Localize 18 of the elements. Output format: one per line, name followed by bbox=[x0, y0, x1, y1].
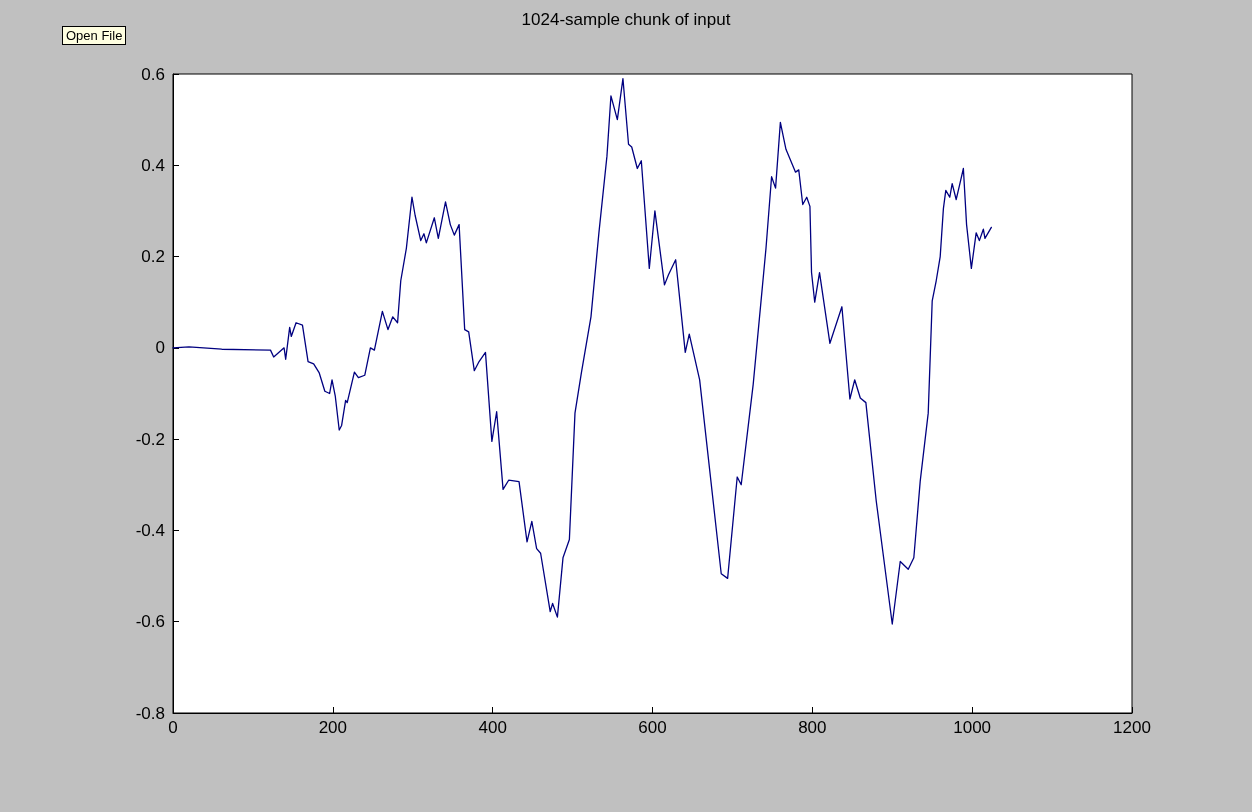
x-tick-label: 600 bbox=[638, 718, 667, 737]
x-tick-label: 0 bbox=[168, 718, 178, 737]
y-tick-label: 0.2 bbox=[141, 247, 165, 267]
x-tick-label: 1000 bbox=[953, 718, 992, 737]
y-tick-label: 0 bbox=[155, 338, 165, 358]
y-tick-label: -0.4 bbox=[135, 520, 165, 540]
x-tick-label: 400 bbox=[478, 718, 507, 737]
x-tick-label: 800 bbox=[798, 718, 827, 737]
y-tick-label: -0.6 bbox=[135, 612, 165, 632]
x-tick-label: 1200 bbox=[1113, 718, 1151, 737]
y-tick-label: -0.2 bbox=[135, 429, 165, 449]
y-tick-label: 0.6 bbox=[141, 64, 165, 84]
y-tick-label: -0.8 bbox=[135, 703, 165, 723]
text: Open File bbox=[62, 26, 127, 45]
chart-title: 1024-sample chunk of input bbox=[521, 10, 731, 29]
line-series bbox=[172, 77, 992, 625]
y-tick-label: 0.4 bbox=[141, 155, 165, 175]
x-tick-label: 200 bbox=[318, 718, 348, 737]
